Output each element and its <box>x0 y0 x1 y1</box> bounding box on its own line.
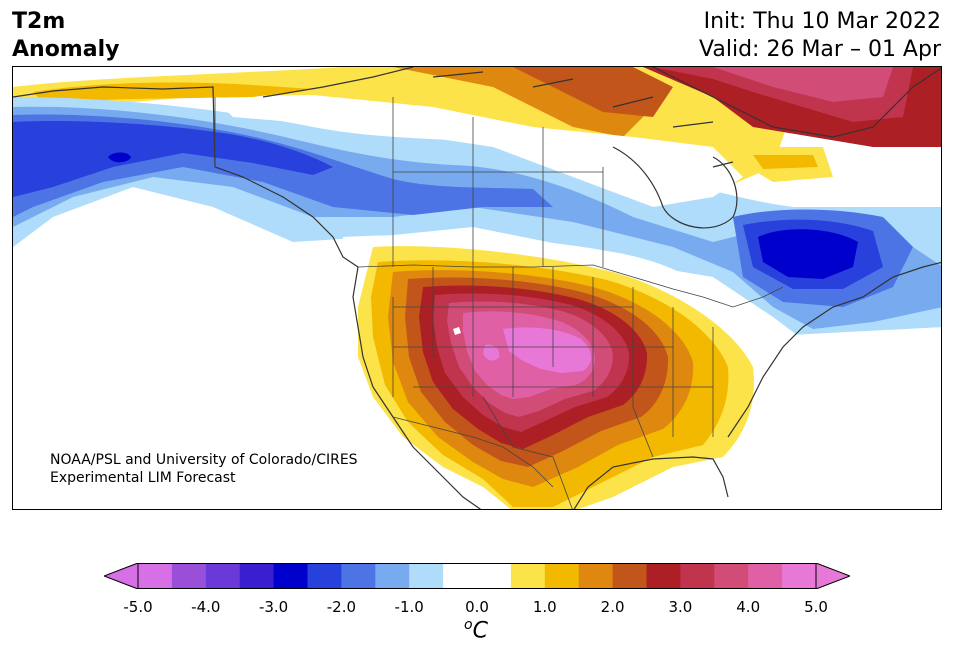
unit-celsius: C <box>472 618 488 644</box>
arctic-warm-core-3 <box>513 67 673 117</box>
unit-label: oC <box>464 617 488 643</box>
greenland-coast <box>652 67 941 138</box>
hudson-bay <box>612 146 738 229</box>
credit-line-2: Experimental LIM Forecast <box>50 470 236 486</box>
colorbar-bin <box>646 563 681 589</box>
warm-core <box>503 327 592 373</box>
colorbar-tick-label: 4.0 <box>736 598 761 616</box>
colorbar-bin <box>510 563 546 589</box>
colorbar-bin <box>544 563 580 589</box>
colorbar-bin <box>307 563 342 589</box>
colorbar-bin <box>680 563 715 589</box>
cold-band-deeper <box>13 121 333 197</box>
greenland-warm-max <box>713 67 893 102</box>
arctic-islands <box>262 67 734 168</box>
neutral-swath-north <box>213 97 743 207</box>
borders <box>214 97 784 509</box>
colorbar-bin <box>341 563 376 589</box>
colorbar-over-arrow <box>815 563 850 589</box>
alaska-coast <box>13 86 359 268</box>
title-line-2: Anomaly <box>12 37 120 62</box>
colorbar-bin <box>239 563 275 589</box>
neutral-ocean <box>13 252 393 509</box>
colorbar-bin <box>477 563 512 589</box>
colorbar-bin <box>578 563 614 589</box>
init-date: Init: Thu 10 Mar 2022 <box>703 9 941 34</box>
colorbar-bin <box>171 563 207 589</box>
canada-provinces <box>214 97 604 267</box>
colorbar-ticks: -5.0 -4.0 -3.0 -2.0 -1.0 0.0 1.0 2.0 3.0 4.0 5.0 <box>0 598 953 616</box>
gulf-coast <box>573 456 729 509</box>
neutral-atlantic <box>713 327 941 509</box>
colorbar-bin <box>375 563 410 589</box>
coastlines <box>13 67 941 509</box>
colorbar-bin <box>714 563 749 589</box>
colorbar-tick-label: 3.0 <box>668 598 693 616</box>
warm-core-2 <box>483 344 500 361</box>
colorbar-tick-label: 1.0 <box>532 598 557 616</box>
credit-line-1: NOAA/PSL and University of Colorado/CIRE… <box>50 452 358 468</box>
colorbar-tick-label: 5.0 <box>804 598 828 616</box>
colorbar-bin <box>409 563 444 589</box>
colorbar <box>104 563 850 589</box>
chart-title: T2m Anomaly <box>12 8 119 64</box>
mexico-border <box>392 416 554 488</box>
colorbar-bin <box>443 563 478 589</box>
colorbar-bin <box>748 563 783 589</box>
colorbar-frame <box>137 563 817 589</box>
alaska-cold-max <box>108 152 131 163</box>
quebec-cold-max <box>758 229 858 279</box>
hudson-warm-core <box>753 155 818 169</box>
valid-date: Valid: 26 Mar – 01 Apr <box>699 37 941 62</box>
west-coast <box>352 266 482 509</box>
colorbar-bin <box>273 563 308 589</box>
credit-text: NOAA/PSL and University of Colorado/CIRE… <box>50 451 358 487</box>
colorbar-bin <box>205 563 241 589</box>
colorbar-tick-label: -5.0 <box>123 598 153 616</box>
colorbar-tick-label: 2.0 <box>600 598 625 616</box>
neutral-hole <box>453 327 461 335</box>
colorbar-tick-label: 0.0 <box>465 598 489 616</box>
colorbar-tick-label: -3.0 <box>258 598 289 616</box>
colorbar-bin <box>138 563 173 589</box>
anomaly-map: NOAA/PSL and University of Colorado/CIRE… <box>12 66 942 510</box>
us-states <box>392 267 714 509</box>
unit-degree: o <box>464 617 473 633</box>
colorbar-bin <box>612 563 647 589</box>
colorbar-under-arrow <box>104 563 139 589</box>
us-canada-border <box>357 264 784 308</box>
colorbar-tick-label: -1.0 <box>394 598 424 616</box>
east-coast <box>727 261 941 438</box>
forecast-dates: Init: Thu 10 Mar 2022 Valid: 26 Mar – 01… <box>699 8 941 64</box>
colorbar-tick-label: -2.0 <box>326 598 357 616</box>
colorbar-tick-label: -4.0 <box>191 598 221 616</box>
colorbar-bin <box>782 563 817 589</box>
title-line-1: T2m <box>12 9 66 34</box>
map-canvas <box>13 67 941 509</box>
